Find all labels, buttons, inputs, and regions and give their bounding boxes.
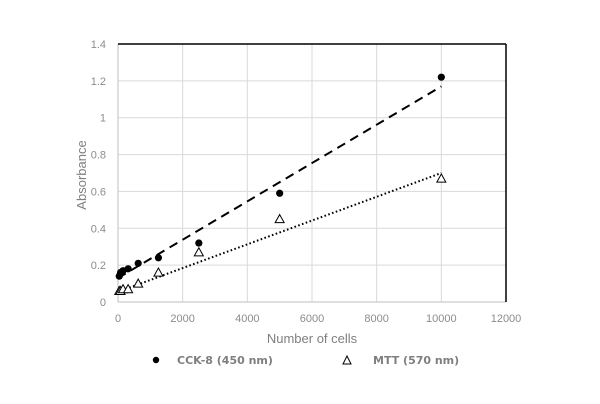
y-tick-label: 1 xyxy=(100,113,106,125)
legend: CCK-8 (450 nm) MTT (570 nm) xyxy=(152,354,459,367)
legend-item-mtt: MTT (570 nm) xyxy=(342,354,459,367)
y-tick-label: 1.4 xyxy=(91,39,106,51)
data-point xyxy=(437,73,445,81)
trendline-1 xyxy=(117,172,442,293)
y-axis-title: Absorbance xyxy=(74,140,89,209)
legend-label: MTT (570 nm) xyxy=(373,354,459,367)
y-axis-ticks: 0 0.2 0.4 0.6 0.8 1 1.2 1.4 xyxy=(91,39,106,309)
data-point xyxy=(435,172,447,183)
trendline-0 xyxy=(117,85,442,279)
trendlines xyxy=(117,85,442,293)
x-tick-label: 2000 xyxy=(170,313,194,325)
filled-circle-icon xyxy=(152,356,160,364)
y-tick-label: 0.2 xyxy=(91,260,106,272)
x-axis-title: Number of cells xyxy=(267,331,358,346)
legend-label: CCK-8 (450 nm) xyxy=(177,354,273,367)
x-tick-label: 6000 xyxy=(300,313,324,325)
data-point xyxy=(195,239,203,247)
gridlines xyxy=(118,44,506,302)
data-point xyxy=(193,246,205,257)
x-tick-label: 8000 xyxy=(364,313,388,325)
plot-frame xyxy=(117,43,507,303)
y-tick-label: 0 xyxy=(100,297,106,309)
data-point xyxy=(274,213,286,224)
data-point xyxy=(134,259,142,267)
x-tick-label: 0 xyxy=(115,313,121,325)
legend-item-cck8: CCK-8 (450 nm) xyxy=(152,354,273,367)
x-axis-ticks: 0 2000 4000 6000 8000 10000 12000 xyxy=(115,313,521,325)
data-points xyxy=(113,73,447,296)
y-tick-label: 0.4 xyxy=(91,223,106,235)
data-point xyxy=(154,254,163,262)
data-point xyxy=(153,266,164,277)
x-tick-label: 4000 xyxy=(235,313,259,325)
data-point xyxy=(276,189,284,197)
y-tick-label: 0.6 xyxy=(91,186,106,198)
data-point xyxy=(122,283,134,294)
y-tick-label: 0.8 xyxy=(91,150,106,162)
open-triangle-icon xyxy=(342,354,352,365)
x-tick-label: 10000 xyxy=(426,313,457,325)
y-tick-label: 1.2 xyxy=(91,76,106,88)
data-point xyxy=(132,278,144,288)
x-tick-label: 12000 xyxy=(491,313,522,325)
data-point xyxy=(124,265,132,273)
